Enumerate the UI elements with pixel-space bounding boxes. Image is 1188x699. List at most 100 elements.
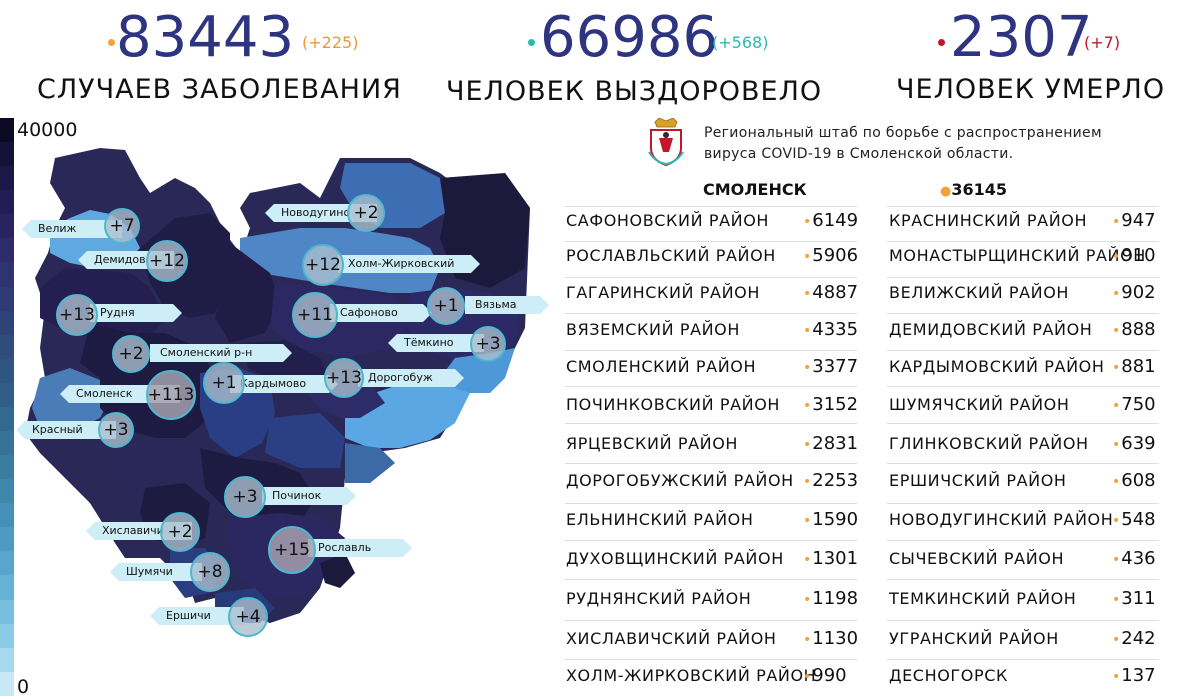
bubble-safonovo: +11 xyxy=(292,292,338,338)
map-label-safonovo: Сафоново xyxy=(330,304,432,322)
row-divider xyxy=(887,277,1159,278)
row-divider xyxy=(887,313,1159,314)
recovered-number: 66986 xyxy=(540,5,719,70)
header-line-1: Региональный штаб по борьбе с распростра… xyxy=(704,125,1102,141)
district-cases-value: 910 xyxy=(1121,245,1156,266)
district-cases: •750 xyxy=(1112,394,1156,415)
district-name: РУДНЯНСКИЙ РАЙОН xyxy=(566,589,752,608)
district-cases-value: 1301 xyxy=(812,548,859,569)
district-name: ЯРЦЕВСКИЙ РАЙОН xyxy=(566,434,739,453)
district-cases: •4887 xyxy=(803,282,859,303)
row-divider xyxy=(887,386,1159,387)
bubble-demidov: +12 xyxy=(146,240,188,282)
row-divider xyxy=(887,423,1159,424)
map-label-rudnya: Рудня xyxy=(90,304,182,322)
district-name: ХИСЛАВИЧСКИЙ РАЙОН xyxy=(566,629,777,648)
bubble-pochinok: +3 xyxy=(224,476,266,518)
map-label-ershichi: Ершичи xyxy=(150,607,244,625)
district-cases: •1198 xyxy=(803,588,859,609)
district-cases: •947 xyxy=(1112,210,1156,231)
district-name: ХОЛМ-ЖИРКОВСКИЙ РАЙОН xyxy=(566,666,817,685)
map-label-temkino: Тёмкино xyxy=(388,334,484,352)
district-cases-value: 888 xyxy=(1121,319,1156,340)
district-cases-value: 947 xyxy=(1121,210,1156,231)
bubble-krasny: +3 xyxy=(98,412,134,448)
desnogorsk-district xyxy=(320,553,355,588)
cases-number: 83443 xyxy=(116,5,295,70)
cases-caption: СЛУЧАЕВ ЗАБОЛЕВАНИЯ xyxy=(37,74,402,105)
bubble-ershichi: +4 xyxy=(228,597,268,637)
row-divider xyxy=(887,620,1159,621)
district-name: ДЕМИДОВСКИЙ РАЙОН xyxy=(889,320,1093,339)
district-name: ГАГАРИНСКИЙ РАЙОН xyxy=(566,283,760,302)
coat-of-arms-icon xyxy=(648,118,684,166)
row-divider xyxy=(565,277,857,278)
district-cases-value: 639 xyxy=(1121,433,1156,454)
district-cases-value: 4887 xyxy=(812,282,859,303)
scale-max-label: 40000 xyxy=(17,119,78,141)
bubble-shumyachi: +8 xyxy=(190,552,230,592)
district-cases: •436 xyxy=(1112,548,1156,569)
district-cases: •990 xyxy=(803,665,847,686)
district-cases-value: 2831 xyxy=(812,433,859,454)
map-label-dorogobuzh: Дорогобуж xyxy=(358,369,464,387)
teal-dot xyxy=(528,39,535,46)
district-name: ШУМЯЧСКИЙ РАЙОН xyxy=(889,395,1070,414)
bubble-novoduguino: +2 xyxy=(347,194,385,232)
district-cases: •548 xyxy=(1112,509,1156,530)
district-cases-value: 137 xyxy=(1121,665,1156,686)
district-cases: •608 xyxy=(1112,470,1156,491)
district-cases-value: 3377 xyxy=(812,356,859,377)
header-text: Региональный штаб по борьбе с распростра… xyxy=(704,123,1102,165)
district-name: СЫЧЕВСКИЙ РАЙОН xyxy=(889,549,1065,568)
bubble-kardymovo: +1 xyxy=(203,362,245,404)
row-divider xyxy=(887,540,1159,541)
district-name: НОВОДУГИНСКИЙ РАЙОН xyxy=(889,510,1114,529)
yelnya-district xyxy=(345,443,395,483)
district-cases-value: 5906 xyxy=(812,245,859,266)
district-name: ПОЧИНКОВСКИЙ РАЙОН xyxy=(566,395,781,414)
row-divider xyxy=(887,241,1159,242)
district-cases: •2253 xyxy=(803,470,859,491)
map-label-smolensky: Смоленский р-н xyxy=(150,344,292,362)
district-cases: •242 xyxy=(1112,628,1156,649)
city-name: СМОЛЕНСК xyxy=(703,180,807,199)
bubble-khislavichi: +2 xyxy=(160,512,200,552)
row-divider xyxy=(887,206,1159,207)
map-label-kardymovo: Кардымово xyxy=(230,375,338,393)
district-cases-value: 1198 xyxy=(812,588,859,609)
orange-dot xyxy=(108,39,115,46)
row-divider xyxy=(565,241,857,242)
district-name: ДОРОГОБУЖСКИЙ РАЙОН xyxy=(566,471,794,490)
district-cases: •6149 xyxy=(803,210,859,231)
header-line-2: вируса COVID-19 в Смоленской области. xyxy=(704,146,1014,162)
row-divider xyxy=(887,503,1159,504)
bubble-velizh: +7 xyxy=(104,208,140,244)
deaths-number: 2307 xyxy=(950,5,1093,70)
district-cases: •3152 xyxy=(803,394,859,415)
bubble-vyazma: +1 xyxy=(427,287,465,325)
district-cases: •1590 xyxy=(803,509,859,530)
district-cases: •639 xyxy=(1112,433,1156,454)
bubble-kholm: +12 xyxy=(302,244,344,286)
district-cases: •910 xyxy=(1112,245,1156,266)
map-label-krasny: Красный xyxy=(16,421,116,439)
deaths-caption: ЧЕЛОВЕК УМЕРЛО xyxy=(896,74,1166,105)
district-cases: •137 xyxy=(1112,665,1156,686)
row-divider xyxy=(565,620,857,621)
district-name: ЕЛЬНИНСКИЙ РАЙОН xyxy=(566,510,754,529)
district-cases-value: 6149 xyxy=(812,210,859,231)
district-cases: •881 xyxy=(1112,356,1156,377)
cases-delta: (+225) xyxy=(302,33,359,52)
district-cases-value: 2253 xyxy=(812,470,859,491)
bubble-temkino: +3 xyxy=(470,326,506,362)
row-divider xyxy=(565,540,857,541)
district-name: ВЕЛИЖСКИЙ РАЙОН xyxy=(889,283,1070,302)
dukhovshchina-district xyxy=(215,243,280,343)
bubble-dorogobuzh: +13 xyxy=(324,358,364,398)
row-divider xyxy=(565,386,857,387)
map-label-vyazma: Вязьма xyxy=(465,296,549,314)
district-name: САФОНОВСКИЙ РАЙОН xyxy=(566,211,770,230)
district-cases: •311 xyxy=(1112,588,1156,609)
deaths-delta: (+7) xyxy=(1084,33,1121,52)
